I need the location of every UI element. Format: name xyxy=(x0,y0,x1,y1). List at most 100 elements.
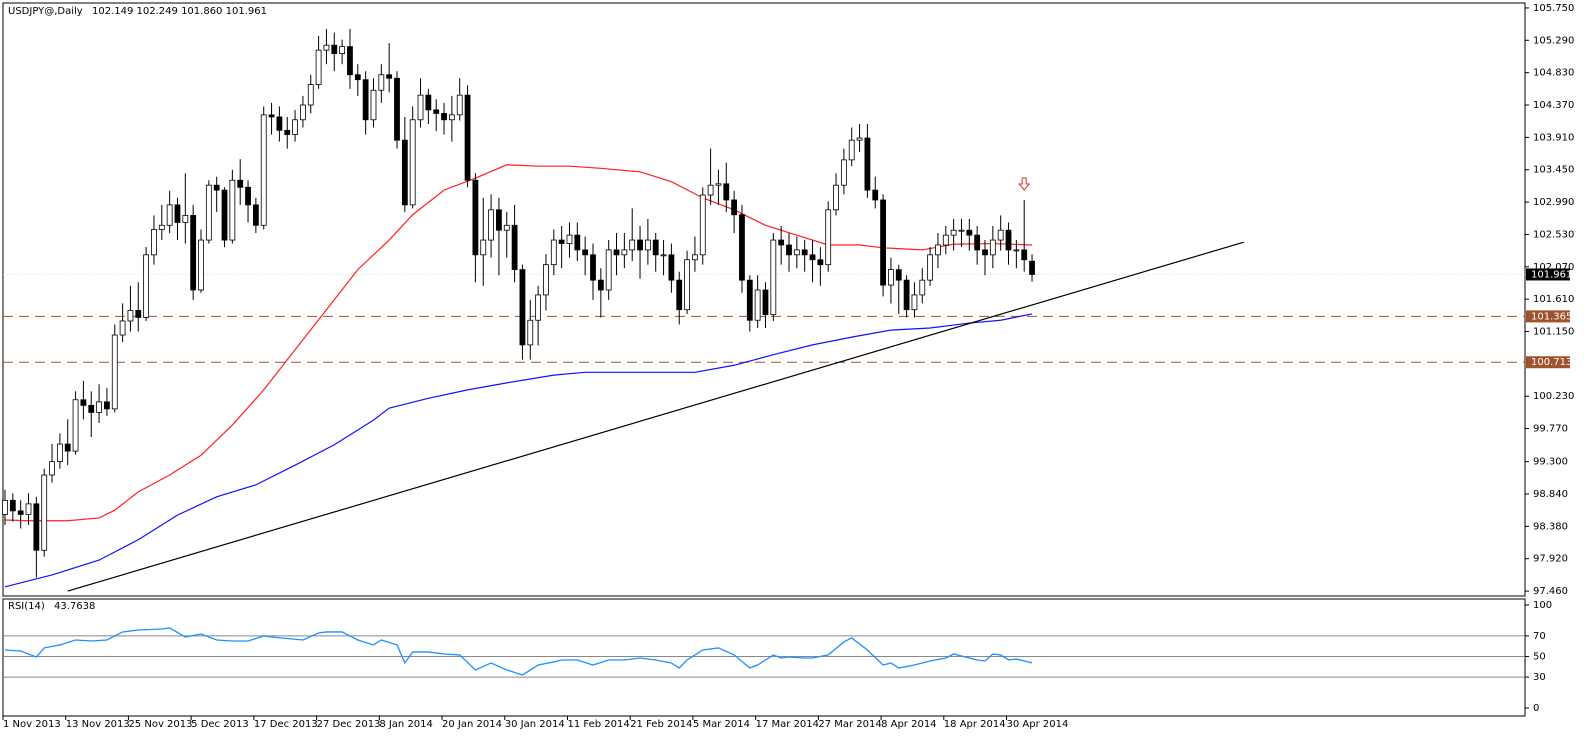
level-label: 101.365 xyxy=(1531,311,1572,322)
candle-body xyxy=(182,215,189,223)
candle-body xyxy=(276,116,283,131)
candle-body xyxy=(488,209,494,241)
last-price-box xyxy=(1526,268,1570,281)
y-tick-label: 102.530 xyxy=(1533,229,1574,240)
candle-body xyxy=(723,183,730,201)
candle-body xyxy=(252,204,259,226)
candle-body xyxy=(503,224,510,231)
candle-body xyxy=(1013,249,1020,252)
y-tick-label: 99.300 xyxy=(1533,457,1568,468)
candle-body xyxy=(668,254,675,281)
candle-body xyxy=(323,44,330,51)
candle-body xyxy=(80,399,87,406)
y-tick-label: 101.610 xyxy=(1533,294,1574,305)
candle-body xyxy=(699,194,706,256)
candle-body xyxy=(213,184,220,191)
candle-body xyxy=(652,239,659,256)
level-label-box xyxy=(1526,356,1570,369)
x-tick-label: 18 Apr 2014 xyxy=(944,719,1006,730)
rsi-value: 43.7638 xyxy=(54,601,95,612)
candle-body xyxy=(519,269,526,346)
candle-body xyxy=(660,254,667,257)
candle-body xyxy=(880,199,886,286)
candle-body xyxy=(770,239,777,316)
candle-body xyxy=(166,204,173,226)
candle-body xyxy=(480,239,487,256)
candle-body xyxy=(731,199,738,216)
candle-body xyxy=(982,249,988,256)
last-price-label: 101.961 xyxy=(1531,269,1572,280)
candle-body xyxy=(72,399,79,452)
y-tick-label: 30 xyxy=(1533,672,1546,683)
candle-body xyxy=(198,239,204,291)
candle-body xyxy=(433,109,440,114)
candle-body xyxy=(762,289,769,316)
x-tick-label: 11 Feb 2014 xyxy=(567,719,629,730)
candle-body xyxy=(966,229,973,236)
x-tick-label: 8 Jan 2014 xyxy=(379,719,433,730)
x-tick-label: 30 Jan 2014 xyxy=(505,719,565,730)
candle-body xyxy=(754,289,761,321)
candle-body xyxy=(566,234,573,244)
candle-body xyxy=(511,224,518,271)
candle-body xyxy=(746,279,753,321)
y-tick-label: 104.830 xyxy=(1533,68,1574,79)
candle-body xyxy=(260,114,267,226)
y-tick-label: 97.920 xyxy=(1533,554,1568,565)
candle-body xyxy=(739,214,745,281)
x-tick-label: 21 Feb 2014 xyxy=(630,719,692,730)
candle-body xyxy=(786,244,792,256)
candle-body xyxy=(778,239,785,246)
candle-body xyxy=(629,239,636,251)
x-tick-label: 25 Nov 2013 xyxy=(128,719,192,730)
candle-body xyxy=(354,74,361,81)
x-tick-label: 30 Apr 2014 xyxy=(1007,719,1069,730)
candle-body xyxy=(605,249,612,291)
candle-body xyxy=(1029,260,1035,275)
candle-body xyxy=(386,74,393,79)
candle-body xyxy=(135,310,142,318)
x-tick-label: 5 Dec 2013 xyxy=(191,719,249,730)
candle-body xyxy=(190,215,197,291)
rsi-line xyxy=(4,627,1033,676)
candle-body xyxy=(1005,229,1012,251)
level-label-box xyxy=(1526,310,1570,323)
y-tick-label: 100 xyxy=(1533,600,1552,611)
candle-body xyxy=(347,46,353,76)
candle-body xyxy=(597,279,604,291)
candle-body xyxy=(409,119,416,206)
candle-body xyxy=(927,254,934,281)
line-series xyxy=(67,241,1244,592)
signal-arrow xyxy=(1018,177,1031,191)
candle-body xyxy=(817,259,824,266)
line-series xyxy=(4,164,1033,522)
chart-title: USDJPY@,Daily xyxy=(8,6,83,17)
candle-body xyxy=(582,249,589,256)
candle-body xyxy=(895,269,902,281)
y-tick-label: 98.840 xyxy=(1533,489,1568,500)
candle-body xyxy=(809,254,816,261)
candle-body xyxy=(284,129,291,135)
candle-body xyxy=(550,239,557,266)
candle-body xyxy=(237,179,244,188)
candle-body xyxy=(331,44,338,55)
candle-body xyxy=(989,239,996,256)
y-tick-label: 0 xyxy=(1533,703,1539,714)
candle-body xyxy=(401,139,408,206)
candle-body xyxy=(974,234,981,251)
candle-body xyxy=(464,94,471,181)
candle-body xyxy=(472,179,479,256)
candle-body xyxy=(848,139,855,161)
candle-body xyxy=(997,229,1004,241)
y-tick-label: 100.230 xyxy=(1533,391,1574,402)
y-tick-label: 98.380 xyxy=(1533,521,1568,532)
candle-body xyxy=(378,74,385,91)
ohlc-label: 102.149 102.249 101.860 101.961 xyxy=(92,6,267,17)
x-tick-label: 27 Dec 2013 xyxy=(317,719,381,730)
rsi-title: RSI(14) xyxy=(8,601,45,612)
candle-body xyxy=(33,503,40,551)
candle-body xyxy=(25,503,32,515)
y-tick-label: 101.150 xyxy=(1533,327,1574,338)
y-tick-label: 97.460 xyxy=(1533,586,1568,597)
